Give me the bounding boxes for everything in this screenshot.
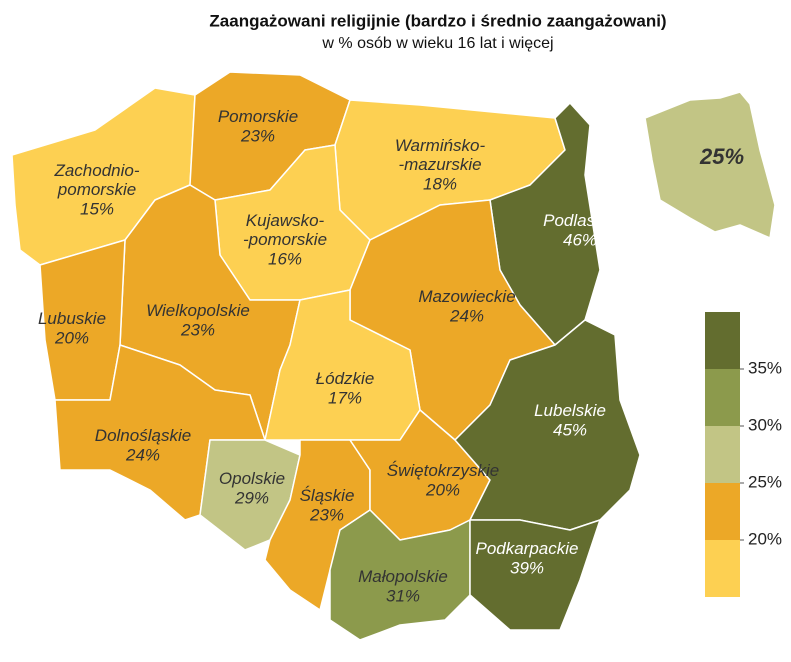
region-name: Łódzkie	[316, 369, 375, 388]
region-value: 46%	[563, 230, 597, 249]
region-name: Wielkopolskie	[146, 301, 250, 320]
region-name: Podkarpackie	[475, 539, 578, 558]
region-name: Pomorskie	[218, 107, 298, 126]
legend-swatch	[705, 312, 740, 369]
region-name: Śląskie	[300, 486, 355, 505]
legend-label: 35%	[748, 358, 782, 377]
region-value: 15%	[80, 199, 114, 218]
region-value: 31%	[386, 586, 420, 605]
legend-swatch	[705, 369, 740, 426]
region-name: Kujawsko--pomorskie	[243, 211, 327, 249]
region-value: 23%	[240, 126, 275, 145]
region-name: Lubelskie	[534, 401, 606, 420]
region-value: 18%	[423, 174, 457, 193]
map-title: Zaangażowani religijnie (bardzo i średni…	[209, 11, 666, 30]
legend-swatch	[705, 483, 740, 540]
region-name: Lubuskie	[38, 309, 106, 328]
region-name: Podlaskie	[543, 211, 617, 230]
region-labels: Zachodnio-pomorskie15%Pomorskie23%Warmiń…	[38, 107, 617, 605]
legend-label: 25%	[748, 472, 782, 491]
region	[469, 519, 601, 631]
region-name: Warmińsko--mazurskie	[395, 136, 486, 174]
region-name: Opolskie	[219, 469, 285, 488]
region-name: Małopolskie	[358, 567, 448, 586]
region-value: 17%	[328, 388, 362, 407]
legend: 20% 25% 30% 35%	[705, 312, 782, 597]
national-map	[644, 91, 776, 239]
region	[329, 509, 471, 641]
legend-label: 30%	[748, 415, 782, 434]
region-value: 24%	[449, 306, 484, 325]
region-value: 23%	[309, 505, 344, 524]
region-name: Zachodnio-pomorskie	[53, 161, 139, 199]
region-value: 16%	[268, 249, 302, 268]
legend-swatch	[705, 426, 740, 483]
region-value: 45%	[553, 420, 587, 439]
national-value: 25%	[699, 144, 744, 169]
region-value: 24%	[125, 445, 160, 464]
region-value: 20%	[54, 328, 89, 347]
legend-label: 20%	[748, 529, 782, 548]
region-value: 39%	[510, 558, 544, 577]
region-value: 20%	[425, 480, 460, 499]
regions	[11, 71, 641, 641]
map-subtitle: w % osób w wieku 16 lat i więcej	[321, 35, 553, 52]
region-name: Mazowieckie	[418, 287, 515, 306]
region-value: 29%	[234, 488, 269, 507]
region-name: Dolnośląskie	[95, 426, 191, 445]
region-name: Świętokrzyskie	[387, 461, 499, 480]
legend-swatch	[705, 540, 740, 597]
region-value: 23%	[180, 320, 215, 339]
